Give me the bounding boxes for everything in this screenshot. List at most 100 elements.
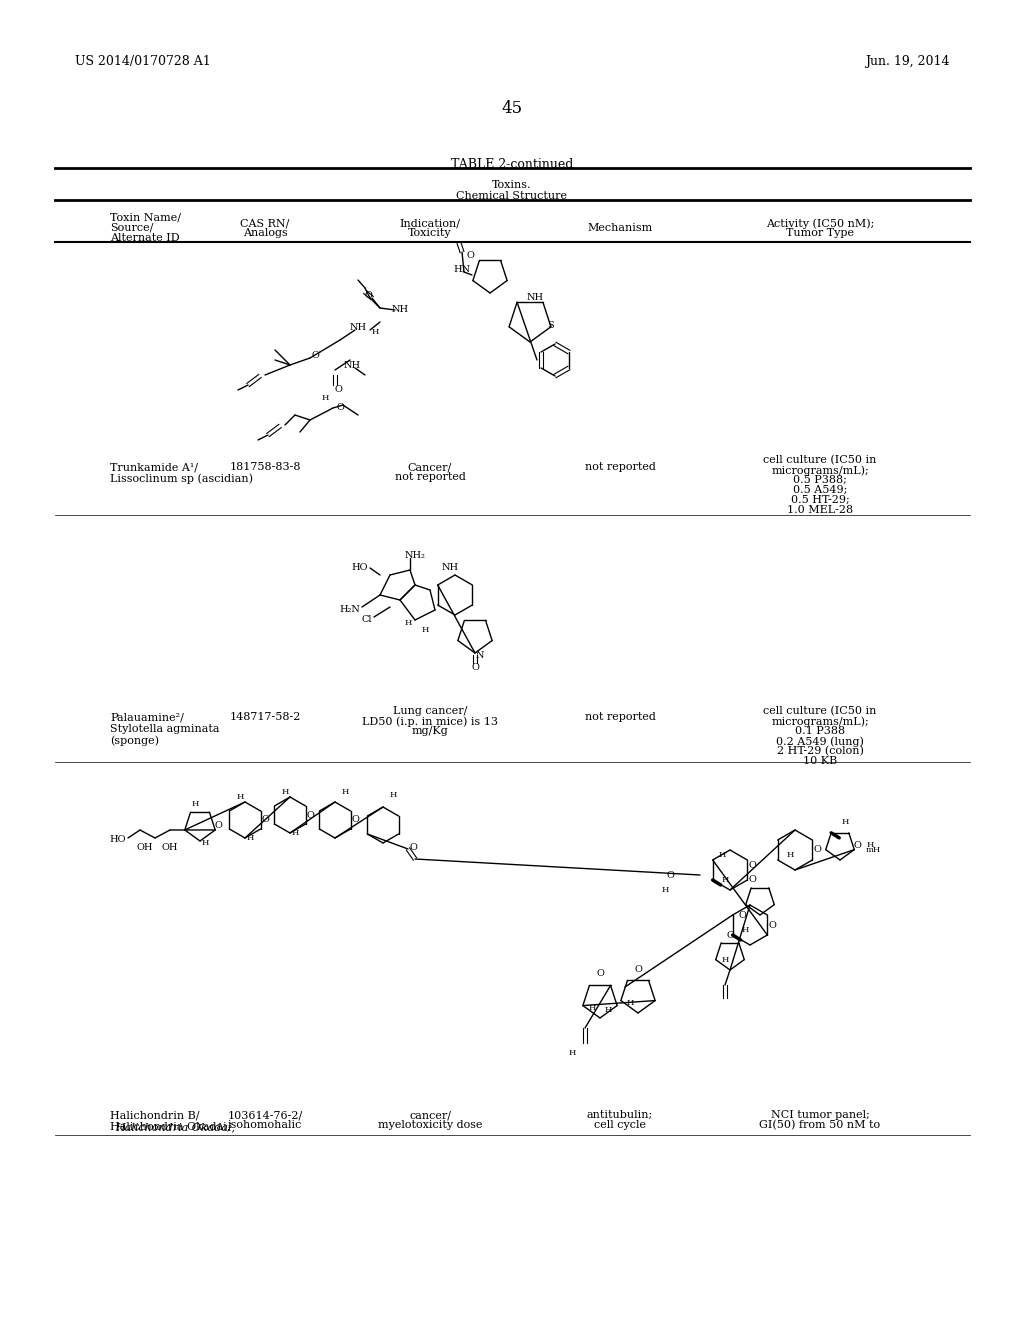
Text: H: H (866, 841, 873, 849)
Text: H: H (568, 1049, 575, 1057)
Text: O: O (365, 290, 372, 300)
Text: H: H (237, 793, 244, 801)
Text: HO: HO (110, 836, 126, 845)
Text: H: H (786, 851, 794, 859)
Text: H: H (589, 1005, 596, 1012)
Text: TABLE 2-continued: TABLE 2-continued (451, 158, 573, 172)
Text: Source/: Source/ (110, 223, 154, 234)
Text: O: O (768, 920, 776, 929)
Text: O: O (351, 816, 359, 825)
Text: NH: NH (349, 322, 367, 331)
Text: Lung cancer/: Lung cancer/ (393, 706, 467, 715)
Text: Toxins.: Toxins. (493, 180, 531, 190)
Text: 2 HT-29 (colon): 2 HT-29 (colon) (776, 746, 863, 756)
Text: NH: NH (391, 305, 409, 314)
Text: O: O (749, 861, 756, 870)
Text: O: O (471, 663, 479, 672)
Text: H₂N: H₂N (339, 606, 360, 615)
Text: 10 KB: 10 KB (803, 756, 838, 766)
Text: Toxin Name/: Toxin Name/ (110, 213, 181, 223)
Text: NH: NH (441, 562, 459, 572)
Text: H: H (404, 619, 412, 627)
Text: H: H (341, 788, 349, 796)
Text: O: O (214, 821, 222, 829)
Text: N: N (476, 651, 484, 660)
Text: H: H (842, 818, 849, 826)
Text: 103614-76-2/: 103614-76-2/ (227, 1110, 303, 1119)
Text: Chemical Structure: Chemical Structure (457, 191, 567, 201)
Text: H: H (291, 829, 299, 837)
Text: Cancer/: Cancer/ (408, 462, 453, 473)
Text: 0.5 HT-29;: 0.5 HT-29; (791, 495, 849, 506)
Text: H: H (421, 626, 429, 634)
Text: O: O (749, 875, 756, 884)
Text: O: O (738, 911, 745, 920)
Text: O: O (466, 251, 474, 260)
Text: cell cycle: cell cycle (594, 1119, 646, 1130)
Text: H: H (721, 956, 729, 964)
Text: 181758-83-8: 181758-83-8 (229, 462, 301, 473)
Text: O: O (726, 931, 734, 940)
Text: Jun. 19, 2014: Jun. 19, 2014 (865, 55, 950, 69)
Text: NH: NH (526, 293, 544, 302)
Text: H: H (718, 851, 726, 859)
Text: H: H (247, 834, 254, 842)
Text: H: H (741, 927, 749, 935)
Text: O: O (813, 846, 821, 854)
Text: Halichondria Okadai,: Halichondria Okadai, (115, 1122, 234, 1133)
Text: O: O (306, 810, 314, 820)
Text: H: H (282, 788, 289, 796)
Text: Mechanism: Mechanism (588, 223, 652, 234)
Text: 0.1 P388: 0.1 P388 (795, 726, 845, 737)
Text: H: H (604, 1006, 611, 1014)
Text: cell culture (IC50 in: cell culture (IC50 in (763, 706, 877, 717)
Text: H: H (662, 886, 669, 894)
Text: 148717-58-2: 148717-58-2 (229, 711, 301, 722)
Text: isohomohalic: isohomohalic (227, 1119, 302, 1130)
Text: O: O (261, 816, 269, 825)
Text: cancer/: cancer/ (409, 1110, 451, 1119)
Text: US 2014/0170728 A1: US 2014/0170728 A1 (75, 55, 211, 69)
Text: not reported: not reported (585, 711, 655, 722)
Text: Cl: Cl (361, 615, 372, 624)
Text: GI(50) from 50 nM to: GI(50) from 50 nM to (760, 1119, 881, 1130)
Text: cell culture (IC50 in: cell culture (IC50 in (763, 455, 877, 466)
Text: H: H (389, 791, 396, 799)
Text: Palauamine²/
Stylotella agminata
(sponge): Palauamine²/ Stylotella agminata (sponge… (110, 711, 219, 746)
Text: HO: HO (351, 562, 368, 572)
Text: Analogs: Analogs (243, 228, 288, 238)
Text: H: H (721, 876, 729, 884)
Text: H: H (322, 393, 329, 403)
Text: micrograms/mL);: micrograms/mL); (771, 465, 869, 475)
Text: Indication/: Indication/ (399, 218, 461, 228)
Text: 0.5 A549;: 0.5 A549; (793, 484, 847, 495)
Text: H: H (202, 840, 209, 847)
Text: Toxicity: Toxicity (409, 228, 452, 238)
Text: 0.5 P388;: 0.5 P388; (793, 475, 847, 484)
Text: OH: OH (137, 843, 154, 853)
Text: LD50 (i.p. in mice) is 13: LD50 (i.p. in mice) is 13 (362, 715, 498, 726)
Text: not reported: not reported (585, 462, 655, 473)
Text: NH₂: NH₂ (404, 550, 425, 560)
Text: mg/Kg: mg/Kg (412, 726, 449, 737)
Text: CAS RN/: CAS RN/ (241, 218, 290, 228)
Text: H: H (372, 327, 379, 337)
Text: H: H (191, 800, 199, 808)
Text: Alternate ID: Alternate ID (110, 234, 179, 243)
Text: O: O (336, 404, 344, 412)
Text: O: O (666, 870, 674, 879)
Text: O: O (311, 351, 318, 359)
Text: O: O (853, 841, 861, 850)
Text: NCI tumor panel;: NCI tumor panel; (771, 1110, 869, 1119)
Text: Trunkamide A¹/
Lissoclinum sp (ascidian): Trunkamide A¹/ Lissoclinum sp (ascidian) (110, 462, 253, 484)
Text: not reported: not reported (394, 473, 466, 482)
Text: 1.0 MEL-28: 1.0 MEL-28 (786, 506, 853, 515)
Text: O: O (334, 385, 342, 395)
Text: Activity (IC50 nM);: Activity (IC50 nM); (766, 218, 874, 228)
Text: OH: OH (162, 843, 178, 853)
Text: Tumor Type: Tumor Type (786, 228, 854, 238)
Text: O: O (634, 965, 642, 974)
Text: O: O (409, 842, 417, 851)
Text: NH: NH (343, 360, 360, 370)
Text: Halichondrin B/
Halichondria Okadai,: Halichondrin B/ Halichondria Okadai, (110, 1110, 230, 1131)
